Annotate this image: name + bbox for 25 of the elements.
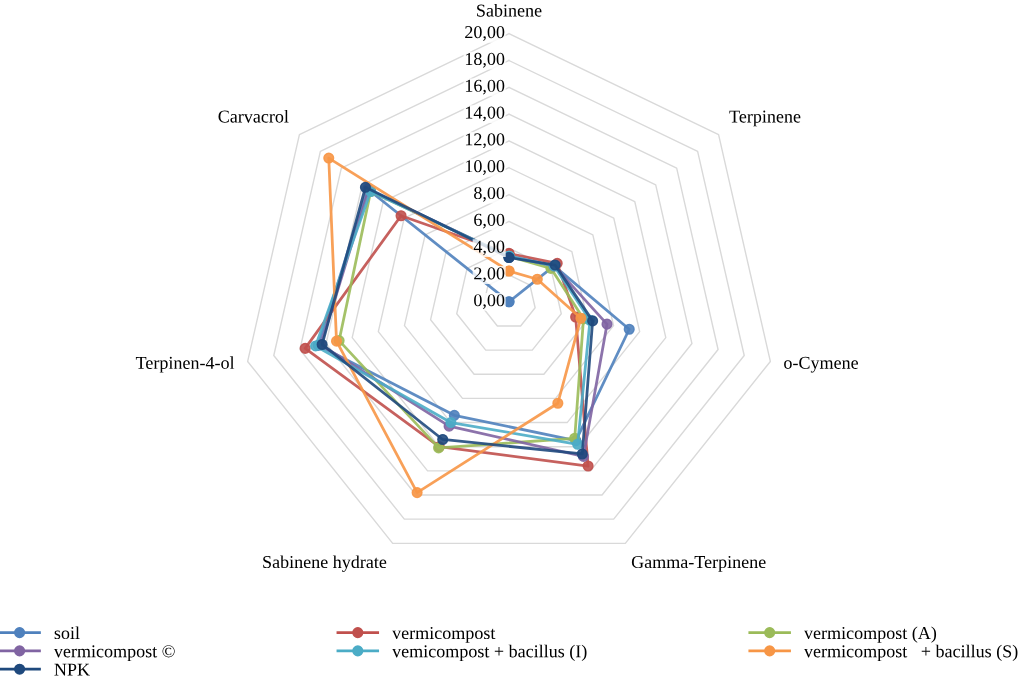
legend-label: vermicompost (A)	[803, 626, 937, 643]
legend-label: NPK	[54, 663, 90, 676]
spoke-label: Terpinene	[729, 110, 801, 127]
y-tick-label: 20,00	[465, 26, 505, 41]
y-tick-label: 0,00	[474, 294, 505, 309]
y-tick-label: 18,00	[465, 52, 505, 68]
spoke-label: Sabinene	[477, 3, 542, 17]
legend-label: vermicompost + bacillus (S)	[803, 644, 1018, 662]
spoke-label: Terpinen-4-ol	[135, 356, 235, 373]
y-tick-label: 2,00	[474, 267, 505, 283]
legend-label: soil	[54, 626, 80, 640]
y-tick-label: 10,00	[465, 160, 505, 175]
spoke-label: Sabinene hydrate	[263, 555, 387, 572]
y-tick-label: 16,00	[465, 79, 505, 95]
legend-label: vemicompost + bacillus (I)	[392, 644, 587, 662]
y-tick-label: 14,00	[465, 106, 505, 122]
y-tick-label: 8,00	[474, 186, 505, 202]
legend-label: vermicompost	[392, 626, 496, 643]
y-tick-label: 6,00	[474, 213, 505, 229]
y-tick-label: 4,00	[473, 240, 505, 256]
y-tick-label: 12,00	[465, 133, 505, 149]
legend-label: vermicompost ©	[53, 645, 175, 662]
spoke-label: Carvacrol	[218, 109, 289, 123]
spoke-label: o-Cymene	[784, 356, 858, 373]
spoke-label: Gamma-Terpinene	[631, 555, 766, 572]
